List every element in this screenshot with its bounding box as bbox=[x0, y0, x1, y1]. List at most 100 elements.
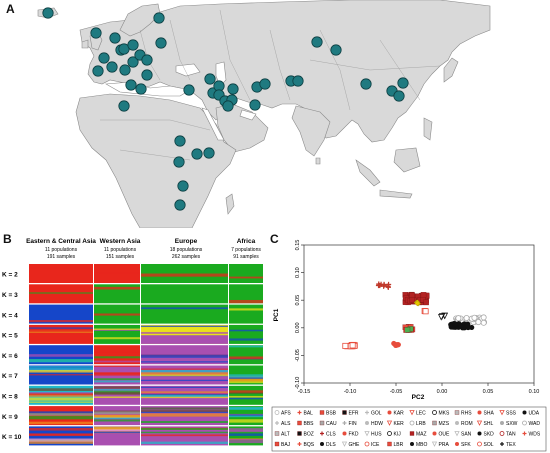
region-name-africa: Africa bbox=[237, 238, 256, 245]
region-samples-western-asia: 151 samples bbox=[106, 254, 135, 260]
border-7 bbox=[100, 119, 211, 131]
legend-code: ICE bbox=[371, 442, 380, 448]
admixture-block bbox=[29, 284, 93, 304]
legend-code: SKD bbox=[484, 432, 495, 438]
admixture-strip bbox=[29, 371, 93, 373]
pca-point bbox=[452, 321, 458, 327]
admixture-strip bbox=[94, 390, 140, 394]
admixture-strip bbox=[141, 354, 228, 358]
madagascar bbox=[225, 193, 235, 215]
legend-code: SSS bbox=[506, 411, 517, 417]
pca-point bbox=[499, 410, 505, 416]
admixture-rows bbox=[29, 264, 263, 446]
border-3 bbox=[219, 9, 251, 101]
admixture-strip bbox=[141, 407, 228, 410]
admixture-block bbox=[229, 264, 263, 283]
pca-point bbox=[477, 410, 482, 415]
legend-code: ALT bbox=[281, 432, 290, 438]
legend-code: DLS bbox=[326, 442, 336, 448]
admixture-strip bbox=[141, 335, 228, 344]
admixture-strip bbox=[141, 428, 228, 430]
sampling-site-marker bbox=[42, 7, 54, 19]
pca-axes: -0.15 -0.10 -0.05 0.00 0.05 0.10-0.10-0.050.0… bbox=[295, 240, 539, 395]
admixture-strip bbox=[229, 399, 263, 403]
sampling-site-marker bbox=[177, 180, 189, 192]
admixture-strip bbox=[141, 331, 228, 334]
admixture-block bbox=[94, 324, 140, 344]
pca-y-tick-label: -0.05 bbox=[295, 349, 301, 362]
pca-point bbox=[342, 410, 347, 415]
admixture-block bbox=[29, 304, 93, 324]
admixture-strip bbox=[229, 299, 263, 304]
legend-code: BSB bbox=[326, 411, 337, 417]
k-labels: K = 2 K = 3 K = 4 K = 5 K = 6 K = 7 K = 8 K = 9… bbox=[2, 272, 22, 441]
admixture-strip bbox=[229, 329, 263, 332]
admixture-strip bbox=[94, 389, 140, 391]
admixture-strip bbox=[141, 386, 228, 388]
pca-point bbox=[420, 292, 427, 298]
admixture-strip bbox=[29, 393, 93, 397]
pca-point bbox=[522, 420, 527, 426]
admixture-strip bbox=[94, 386, 140, 389]
admixture-strip bbox=[141, 420, 228, 423]
admixture-strip bbox=[29, 328, 93, 333]
admixture-block bbox=[141, 264, 228, 283]
sampling-site-marker bbox=[141, 69, 153, 81]
pca-point bbox=[275, 421, 279, 425]
admixture-strip bbox=[141, 394, 228, 397]
legend-code: GHE bbox=[349, 442, 361, 448]
admixture-strip bbox=[141, 439, 228, 442]
pca-point bbox=[341, 441, 348, 447]
admixture-strip bbox=[29, 359, 93, 363]
pca-point bbox=[448, 321, 454, 328]
pca-point bbox=[454, 410, 460, 415]
admixture-strip bbox=[141, 413, 228, 417]
pca-point bbox=[297, 410, 302, 415]
legend-code: SOL bbox=[484, 442, 494, 448]
sampling-site-marker bbox=[92, 65, 104, 77]
pca-point bbox=[342, 342, 349, 349]
pca-point bbox=[455, 421, 459, 425]
admixture-panel: Eastern & Central Asia 11 populations 19… bbox=[0, 233, 270, 451]
sampling-site-marker bbox=[127, 56, 139, 68]
admixture-strip bbox=[229, 440, 263, 444]
pca-x-tick-label: 0.05 bbox=[483, 389, 494, 395]
legend-code: LEC bbox=[416, 411, 426, 417]
pca-x-tick-label: -0.15 bbox=[298, 389, 311, 395]
sampling-site-marker bbox=[153, 12, 165, 24]
legend-code: LRB bbox=[416, 421, 426, 427]
admixture-strip bbox=[141, 411, 228, 414]
sampling-site-marker bbox=[222, 100, 234, 112]
map-svg bbox=[20, 0, 548, 228]
pca-x-tick-label: -0.10 bbox=[344, 389, 357, 395]
sampling-site-marker bbox=[127, 39, 139, 51]
k-label: K = 5 bbox=[2, 333, 18, 340]
admixture-strip bbox=[29, 367, 93, 371]
legend-code: HDW bbox=[371, 421, 383, 427]
pca-point bbox=[404, 327, 411, 333]
pca-point bbox=[432, 431, 437, 436]
panel-label-c: C bbox=[270, 232, 279, 246]
pca-point bbox=[320, 431, 324, 436]
panel-label-a: A bbox=[6, 2, 15, 16]
legend-code: KER bbox=[394, 421, 405, 427]
admixture-strip bbox=[29, 354, 93, 357]
pca-ylabel: PC1 bbox=[273, 308, 280, 321]
pca-point bbox=[409, 292, 415, 299]
japan bbox=[443, 57, 459, 83]
legend-code: AFS bbox=[281, 411, 291, 417]
pca-point bbox=[274, 431, 280, 436]
pca-point bbox=[409, 431, 415, 436]
pca-y-tick-label: 0.05 bbox=[295, 295, 301, 306]
sampling-map bbox=[20, 0, 548, 228]
pca-point bbox=[471, 314, 478, 321]
admixture-strip bbox=[94, 431, 140, 434]
admixture-strip bbox=[94, 414, 140, 417]
admixture-strip bbox=[94, 356, 140, 359]
philippines bbox=[423, 117, 433, 141]
sampling-site-marker bbox=[393, 90, 405, 102]
legend-code: MKS bbox=[439, 411, 451, 417]
border-6 bbox=[379, 39, 421, 101]
admixture-strip bbox=[141, 374, 228, 377]
pca-point bbox=[464, 322, 471, 328]
